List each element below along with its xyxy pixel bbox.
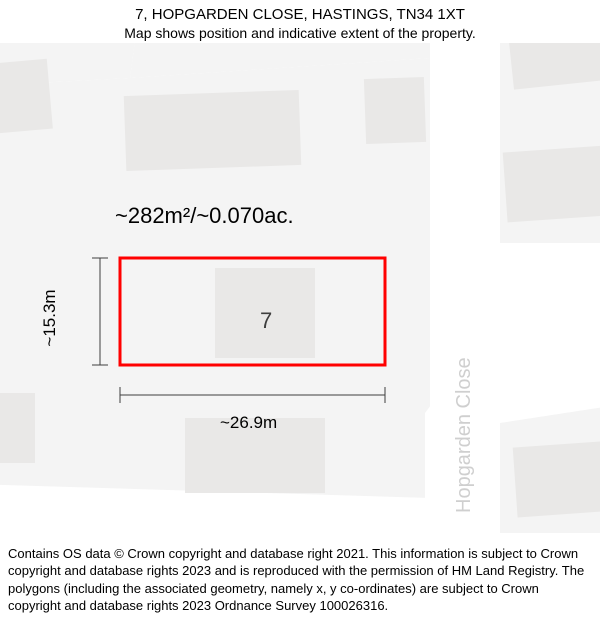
map-container: 7 ~282m²/~0.070ac. ~15.3m ~26.9m Hopgarden C… (0, 43, 600, 539)
page-title: 7, HOPGARDEN CLOSE, HASTINGS, TN34 1XT (10, 6, 590, 23)
house-number: 7 (260, 308, 272, 333)
copyright-footer: Contains OS data © Crown copyright and d… (0, 539, 600, 625)
header: 7, HOPGARDEN CLOSE, HASTINGS, TN34 1XT M… (0, 0, 600, 43)
property-map: 7 ~282m²/~0.070ac. ~15.3m ~26.9m Hopgarden C… (0, 43, 600, 533)
width-dimension: ~26.9m (220, 413, 277, 432)
page-subtitle: Map shows position and indicative extent… (10, 25, 590, 41)
height-dimension: ~15.3m (40, 289, 59, 346)
road-label: Hopgarden Close (453, 357, 475, 513)
area-label: ~282m²/~0.070ac. (115, 203, 294, 228)
